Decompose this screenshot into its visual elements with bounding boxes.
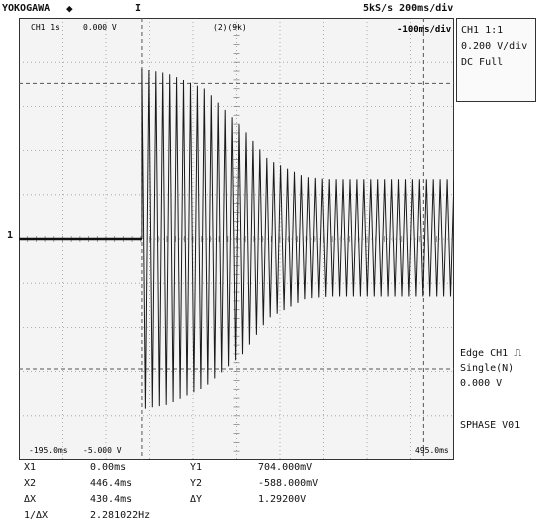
dx-label: ΔX <box>24 494 37 505</box>
settings-panel: CH1 1:1 0.200 V/div DC Full Edge CH1 ⎍ S… <box>456 18 538 460</box>
waveform-display[interactable]: CH1 1s 0.000 V (2)(9k) -100ms/div -195.0… <box>19 18 454 460</box>
graticule <box>19 18 454 460</box>
channel-scale: CH1 1:1 <box>461 25 504 36</box>
time-position: -100ms/div <box>397 24 452 35</box>
sample-rate: 5kS/s 200ms/div <box>363 3 454 14</box>
dy-label: ΔY <box>190 494 203 505</box>
x2-value: 446.4ms <box>90 478 133 489</box>
waveform-svg: CH1 1s 0.000 V (2)(9k) -100ms/div -195.0… <box>19 18 454 460</box>
channel-coupling: DC Full <box>461 57 504 68</box>
x1-value: 0.00ms <box>90 462 127 473</box>
channel-vdiv: 0.200 V/div <box>461 41 528 52</box>
trigger-level: 0.000 V <box>460 378 503 389</box>
bottom-left-volt: -5.000 V <box>83 446 122 455</box>
y2-value: -588.000mV <box>258 478 319 489</box>
dy-value: 1.29200V <box>258 494 307 505</box>
rising-edge-icon: ⎍ <box>514 348 522 359</box>
status-bar: YOKOGAWA ◆ I 5kS/s 200ms/div <box>0 0 538 18</box>
x1-label: X1 <box>24 462 37 473</box>
trigger-mode: Single(N) <box>460 363 515 374</box>
x2-label: X2 <box>24 478 37 489</box>
y1-value: 704.000mV <box>258 462 313 473</box>
diamond-icon: ◆ <box>66 2 73 15</box>
waveform-trace <box>141 68 454 409</box>
y1-label: Y1 <box>190 462 203 473</box>
trigger-settings: Edge CH1 ⎍ Single(N) 0.000 V SPHASE V01 <box>456 338 538 458</box>
cursor-readout: X1 0.00ms X2 446.4ms ΔX 430.4ms 1/ΔX 2.2… <box>0 460 538 526</box>
ground-marker[interactable]: 1 <box>7 230 14 241</box>
channel-label: CH1 1s <box>31 23 60 32</box>
bottom-left-time: -195.0ms <box>29 446 68 455</box>
channel-count: (2)(9k) <box>213 23 247 32</box>
channel-level: 0.000 V <box>83 23 117 32</box>
trigger-type: Edge CH1 ⎍ <box>460 348 522 359</box>
brand-label: YOKOGAWA <box>2 3 51 14</box>
acquisition-mode: I <box>135 3 142 14</box>
bottom-right-time: 495.0ms <box>415 446 449 455</box>
dx-value: 430.4ms <box>90 494 133 505</box>
inv-dx-value: 2.281022Hz <box>90 510 151 521</box>
y2-label: Y2 <box>190 478 203 489</box>
file-name: SPHASE V01 <box>460 420 521 431</box>
inv-dx-label: 1/ΔX <box>24 510 49 521</box>
channel-settings-box[interactable]: CH1 1:1 0.200 V/div DC Full <box>456 18 536 102</box>
